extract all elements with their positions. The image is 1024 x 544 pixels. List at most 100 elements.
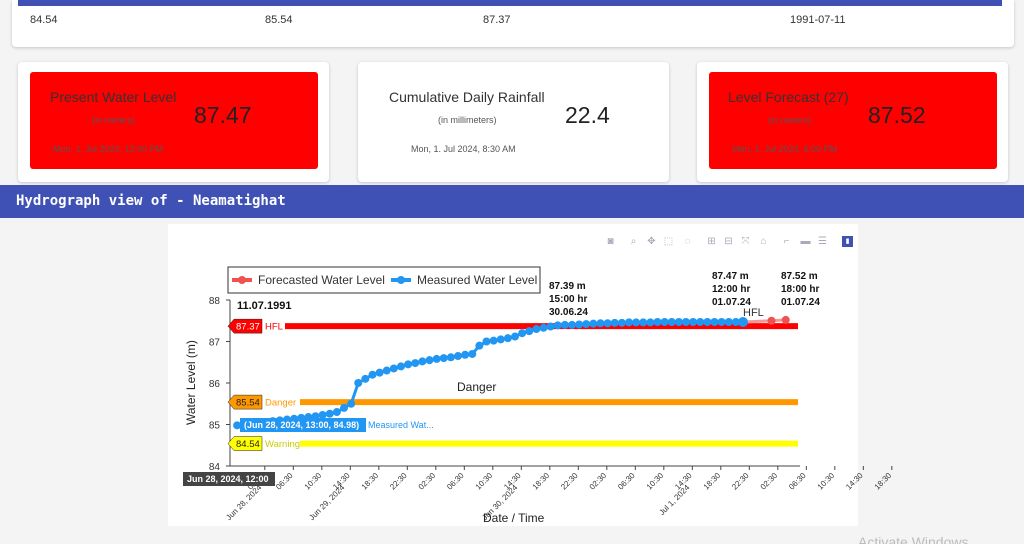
rainfall-card: Cumulative Daily Rainfall (in millimeter… — [358, 62, 669, 182]
reference-value-tag — [227, 394, 263, 410]
measured-point — [724, 317, 733, 326]
lasso-icon[interactable]: ◌ — [684, 236, 691, 247]
measured-point — [475, 341, 484, 350]
danger-annotation: Danger — [457, 380, 496, 394]
y-tick-label: 87 — [209, 338, 221, 349]
measured-point — [461, 350, 470, 359]
peak-annotation-line: 30.06.24 — [549, 307, 588, 318]
measured-point — [389, 364, 398, 373]
x-tick-label: 06:30 — [787, 471, 808, 492]
peak-annotation-line: 12:00 hr — [712, 284, 750, 295]
x-tick-label: 18:30 — [360, 471, 381, 492]
forecast-point — [767, 316, 776, 325]
x-tick-label: 18:30 — [873, 471, 894, 492]
reset-axes-icon[interactable]: ⌂ — [760, 236, 767, 247]
measured-point — [432, 354, 441, 363]
hover-compare-icon[interactable]: ☰ — [818, 236, 827, 247]
legend-box — [227, 266, 541, 294]
card-title: Present Water Level — [50, 89, 177, 105]
measured-point — [625, 318, 633, 327]
measured-point — [589, 319, 598, 328]
measured-point — [582, 320, 591, 329]
reference-name-label: HFL — [265, 322, 283, 333]
measured-point — [404, 360, 413, 369]
card-value: 87.47 — [194, 102, 252, 128]
reference-name-label: Danger — [265, 398, 296, 409]
section-title: Hydrograph view of - Neamatighat — [16, 193, 286, 209]
x-tick-label: 22:30 — [388, 471, 409, 492]
measured-point — [610, 318, 619, 327]
legend-measured-label[interactable]: Measured Water Level — [417, 273, 537, 287]
card-unit: (in meters) — [768, 115, 812, 125]
summary-value-hfl-date: 1991-07-11 — [790, 14, 846, 26]
measured-last-point — [738, 316, 748, 327]
card-date: Mon, 1. Jul 2024, 6:00 PM — [732, 144, 838, 154]
legend-forecast-label[interactable]: Forecasted Water Level — [258, 273, 385, 287]
measured-point — [482, 337, 491, 346]
x-axis-label: Date / Time — [483, 511, 545, 525]
y-tick-label: 88 — [209, 296, 221, 307]
measured-point — [454, 352, 462, 361]
reference-value-label: 84.54 — [236, 439, 260, 450]
hfl-annotation: HFL — [743, 307, 764, 319]
measured-point — [425, 356, 434, 365]
measured-point — [546, 322, 555, 331]
alert-background — [30, 72, 318, 169]
pan-icon[interactable]: ✥ — [647, 236, 656, 247]
camera-icon[interactable]: ◙ — [607, 236, 614, 247]
x-date-label: Jun 29, 2024 — [307, 483, 346, 522]
summary-header-bar — [18, 0, 1002, 6]
measured-point — [682, 317, 690, 326]
alert-background — [709, 72, 997, 169]
card-unit: (in millimeters) — [438, 115, 497, 125]
plotly-logo-icon[interactable]: ▮ — [842, 236, 853, 247]
measured-point — [368, 370, 377, 379]
legend-forecast-marker — [238, 276, 246, 284]
hover-x-label — [183, 472, 275, 486]
y-tick-label: 86 — [209, 379, 221, 390]
card-unit: (in meters) — [92, 115, 136, 125]
measured-point — [646, 318, 655, 327]
measured-point — [397, 362, 405, 371]
card-title: Level Forecast (27) — [728, 89, 849, 105]
peak-annotation-line: 87.52 m — [781, 271, 818, 282]
hover-closest-icon[interactable]: ▬ — [800, 236, 811, 247]
measured-point — [689, 317, 698, 326]
measured-point — [503, 334, 512, 343]
reference-value-tag — [227, 436, 263, 451]
y-tick-label: 84 — [209, 462, 221, 473]
reference-value-tag — [227, 318, 263, 334]
zoom-in-icon[interactable]: ⊞ — [707, 236, 716, 247]
x-tick-label: 22:30 — [730, 471, 751, 492]
x-tick-label: 06:30 — [616, 471, 637, 492]
measured-point — [539, 323, 548, 332]
x-tick-label: 18:30 — [531, 471, 552, 492]
peak-annotation-line: 18:00 hr — [781, 284, 819, 295]
spike-lines-icon[interactable]: ⌐ — [783, 236, 790, 247]
present-water-level-card: Present Water Level (in meters) 87.47 Mo… — [18, 62, 329, 182]
peak-annotation-line: 87.47 m — [712, 271, 749, 282]
measured-point — [525, 327, 534, 336]
measured-point — [361, 374, 370, 383]
zoom-out-icon[interactable]: ⊟ — [724, 236, 733, 247]
x-tick-label: 10:30 — [303, 471, 324, 492]
card-date: Mon, 1. Jul 2024, 12:00 PM — [53, 144, 164, 154]
measured-point — [496, 335, 505, 344]
autoscale-icon[interactable]: ⤧ — [741, 236, 750, 247]
x-tick-label: 06:30 — [445, 471, 466, 492]
measured-point — [639, 318, 648, 327]
card-title: Cumulative Daily Rainfall — [389, 89, 545, 105]
measured-point — [568, 320, 576, 329]
legend-measured-marker — [397, 276, 405, 284]
peak-annotation-line: 01.07.24 — [712, 297, 751, 308]
card-value: 87.52 — [868, 102, 926, 128]
activate-windows-watermark: Activate Windows — [858, 534, 969, 544]
hfl-date-annotation: 11.07.1991 — [237, 300, 291, 312]
hover-x-label-text: Jun 28, 2024, 12:00 — [187, 474, 269, 484]
box-select-icon[interactable]: ⬚ — [663, 236, 674, 247]
measured-point — [439, 354, 448, 363]
zoom-icon[interactable]: ⌕ — [630, 236, 637, 247]
measured-point — [375, 368, 384, 377]
measured-point — [632, 318, 641, 327]
measured-point — [553, 321, 562, 330]
